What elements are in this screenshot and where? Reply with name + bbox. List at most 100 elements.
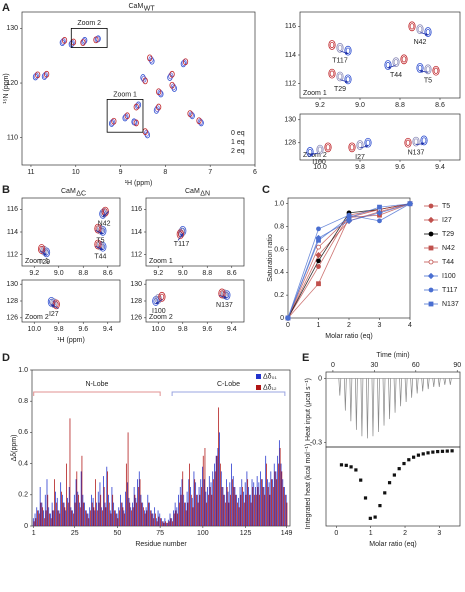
shift-arrow: [387, 64, 396, 69]
bar: [235, 494, 237, 526]
x-tick-label: 9.4: [227, 326, 237, 333]
bar: [232, 476, 234, 526]
y-tick-label: 1.0: [18, 367, 28, 374]
bar: [270, 471, 272, 526]
bar: [59, 513, 61, 526]
peak: [187, 110, 193, 118]
bar: [149, 510, 151, 526]
y-tick-label: 130: [284, 117, 296, 124]
marker: [428, 259, 434, 265]
x-tick-label: 9.2: [315, 102, 325, 109]
peak-contour: [37, 244, 46, 254]
bar: [225, 502, 226, 526]
bar: [54, 479, 55, 526]
bar: [179, 487, 181, 526]
shift-arrow: [95, 246, 104, 251]
x-tick-label: 1: [369, 530, 373, 537]
bar: [194, 479, 196, 526]
legend-label: T29: [442, 231, 454, 238]
bar: [67, 497, 68, 526]
bar: [67, 502, 69, 526]
point: [373, 515, 377, 519]
bar: [118, 507, 120, 526]
peak-contour: [425, 28, 431, 36]
region-bracket: [33, 391, 161, 396]
bar: [102, 510, 103, 526]
peak-contour: [344, 74, 352, 85]
bar: [274, 471, 276, 526]
y-tick-label: 0.6: [18, 429, 28, 436]
x-tick-label: 4: [408, 322, 412, 329]
y-tick-label: 116: [285, 23, 296, 30]
point: [440, 449, 445, 453]
bar: [129, 502, 131, 526]
bar: [143, 507, 144, 526]
bar: [173, 513, 175, 526]
bar: [142, 502, 144, 526]
bar: [138, 471, 140, 526]
peak-contour: [393, 59, 399, 66]
peak: [124, 112, 130, 120]
bar: [197, 502, 199, 526]
bar: [182, 471, 184, 526]
bar: [62, 502, 64, 526]
bar: [141, 502, 143, 526]
bar: [255, 494, 257, 526]
region-label: N-Lobe: [85, 381, 108, 388]
x-tick-label: 1: [32, 530, 36, 537]
bar: [155, 518, 157, 526]
y-tick-label: 114: [285, 52, 296, 59]
bar: [234, 487, 236, 526]
bar: [217, 448, 219, 526]
panel-letter: C: [262, 184, 270, 196]
x-tick-label: 90: [453, 362, 461, 369]
bar: [47, 494, 49, 526]
bar: [152, 513, 154, 526]
peak-contour: [433, 67, 439, 74]
peak-label: T117: [174, 241, 190, 248]
peak-contour: [159, 293, 165, 300]
peak-contour: [218, 288, 226, 299]
x-tick-label: 7: [208, 169, 212, 176]
injection-spike: [355, 378, 358, 430]
bar: [211, 494, 213, 526]
injection-spike: [360, 378, 364, 437]
axes-frame: [299, 113, 461, 161]
x-tick-label: 3: [437, 530, 441, 537]
injection-spike: [349, 378, 353, 422]
peak-contour: [400, 54, 408, 65]
bar: [100, 494, 102, 526]
bar: [222, 487, 224, 526]
bar: [79, 507, 81, 526]
peak-contour: [356, 140, 364, 150]
bar: [257, 487, 259, 526]
bar: [218, 407, 220, 526]
bar: [272, 487, 274, 526]
point: [344, 463, 348, 467]
bar: [114, 510, 115, 526]
peak: [135, 102, 141, 110]
peak: [197, 118, 203, 126]
peak: [143, 129, 150, 137]
bar: [192, 507, 194, 526]
bar: [246, 471, 248, 526]
y-tick-label: 0.2: [18, 492, 28, 499]
bar: [165, 521, 167, 526]
marker: [427, 272, 435, 280]
bar: [227, 491, 229, 526]
legend-label: I100: [442, 273, 456, 280]
legend-label: 2 eq: [231, 148, 245, 155]
panel-title: CaM: [185, 188, 200, 195]
bar: [153, 518, 155, 526]
marker: [377, 204, 382, 210]
peak: [169, 70, 175, 78]
x-tick-label: 100: [197, 530, 209, 537]
bar: [216, 455, 218, 526]
bar: [136, 502, 137, 526]
y-tick-label: 114: [131, 229, 142, 236]
bar: [42, 507, 44, 526]
bar: [123, 510, 125, 526]
shift-arrow: [309, 152, 318, 156]
bar: [122, 507, 124, 526]
shift-arrow: [50, 304, 59, 309]
